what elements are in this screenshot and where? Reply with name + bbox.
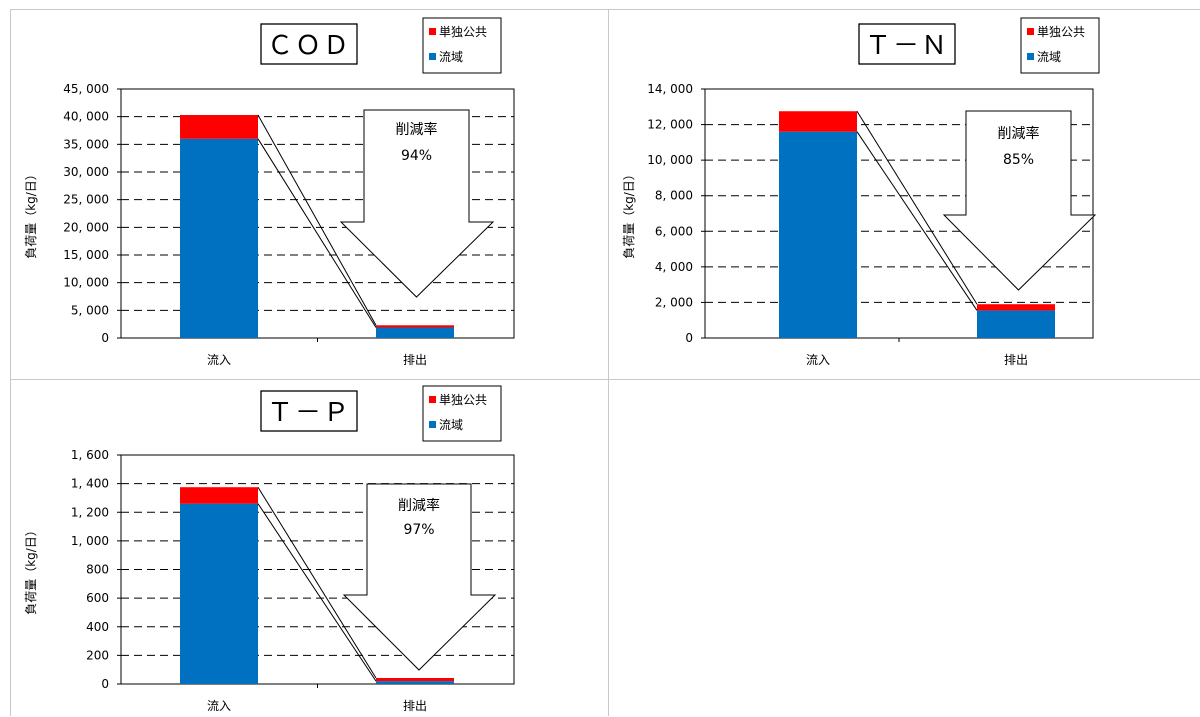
reduction-rate: 85% bbox=[1003, 152, 1034, 168]
reduction-arrow bbox=[942, 110, 1097, 291]
y-tick-label: 1, 400 bbox=[71, 477, 109, 491]
reduction-rate: 97% bbox=[403, 522, 434, 538]
y-tick-label: 4, 000 bbox=[655, 260, 693, 274]
y-tick-label: 5, 000 bbox=[71, 303, 109, 317]
chart-cod: 0 5, 000 10, 000 15, 000 20, 000 25, 000 30, 0… bbox=[24, 17, 515, 367]
y-tick-label: 45, 000 bbox=[63, 82, 109, 96]
y-tick-label: 15, 000 bbox=[63, 248, 109, 262]
legend-swatch-tandoku bbox=[429, 28, 436, 35]
y-tick-label: 1, 200 bbox=[71, 505, 109, 519]
bar-tandoku-0 bbox=[779, 111, 857, 132]
bar-tandoku-1 bbox=[977, 304, 1055, 311]
y-axis-label: 負荷量（kg/日） bbox=[622, 168, 636, 259]
legend-label-ryuiki: 流域 bbox=[439, 418, 463, 432]
chart-tp: 0 200 400 600 800 1, 000 1, 200 1, 400 1, 600 流入 排… bbox=[24, 385, 515, 713]
bar-ryuiki-1 bbox=[376, 681, 454, 684]
y-tick-label: 35, 000 bbox=[63, 137, 109, 151]
reduction-arrow bbox=[342, 483, 497, 671]
y-tick-label: 2, 000 bbox=[655, 295, 693, 309]
legend-swatch-ryuiki bbox=[1027, 53, 1034, 60]
y-tick-label: 1, 000 bbox=[71, 534, 109, 548]
bar-tandoku-0 bbox=[180, 115, 258, 139]
y-tick-label: 25, 000 bbox=[63, 193, 109, 207]
bar-ryuiki-0 bbox=[180, 138, 258, 338]
chart-title: Ｔ－Ｎ bbox=[865, 31, 949, 61]
y-tick-label: 1, 600 bbox=[71, 448, 109, 462]
legend-label-tandoku: 単独公共 bbox=[439, 393, 487, 407]
y-tick-label: 10, 000 bbox=[647, 153, 693, 167]
y-tick-label: 0 bbox=[685, 331, 693, 345]
bar-tandoku-1 bbox=[376, 325, 454, 328]
title-box bbox=[858, 23, 956, 65]
chart-cell-tn: 0 2, 000 4, 000 6, 000 8, 000 10, 000 12, 000 1… bbox=[609, 9, 1200, 379]
chart-title: Ｔ－Ｐ bbox=[267, 398, 351, 428]
x-category-label: 流入 bbox=[207, 353, 231, 367]
series-line-tandoku bbox=[257, 486, 377, 679]
reduction-label: 削減率 bbox=[396, 121, 438, 138]
y-axis-label: 負荷量（kg/日） bbox=[24, 524, 38, 615]
series-line-ryuiki bbox=[856, 131, 978, 311]
y-tick-label: 600 bbox=[86, 591, 109, 605]
y-tick-label: 800 bbox=[86, 563, 109, 577]
reduction-label: 削減率 bbox=[998, 125, 1040, 142]
legend bbox=[1020, 17, 1100, 74]
y-tick-label: 40, 000 bbox=[63, 110, 109, 124]
chart-cell-cod: 0 5, 000 10, 000 15, 000 20, 000 25, 000 30, 0… bbox=[10, 9, 609, 379]
bar-ryuiki-0 bbox=[180, 503, 258, 684]
y-tick-label: 8, 000 bbox=[655, 189, 693, 203]
chart-tn: 0 2, 000 4, 000 6, 000 8, 000 10, 000 12, 000 1… bbox=[622, 17, 1100, 367]
reduction-arrow bbox=[339, 109, 495, 298]
legend-swatch-ryuiki bbox=[429, 53, 436, 60]
legend-swatch-tandoku bbox=[1027, 28, 1034, 35]
series-line-tandoku bbox=[257, 114, 377, 326]
x-category-label: 排出 bbox=[403, 353, 427, 367]
y-tick-label: 10, 000 bbox=[63, 276, 109, 290]
legend-label-ryuiki: 流域 bbox=[1037, 50, 1061, 64]
title-box bbox=[260, 23, 358, 65]
y-tick-label: 200 bbox=[86, 648, 109, 662]
bar-ryuiki-1 bbox=[376, 327, 454, 338]
y-tick-label: 12, 000 bbox=[647, 118, 693, 132]
legend-swatch-tandoku bbox=[429, 396, 436, 403]
y-tick-label: 0 bbox=[101, 331, 109, 345]
x-category-label: 流入 bbox=[207, 699, 231, 713]
legend-label-ryuiki: 流域 bbox=[439, 50, 463, 64]
legend-label-tandoku: 単独公共 bbox=[439, 25, 487, 39]
series-line-tandoku bbox=[856, 110, 978, 305]
x-category-label: 流入 bbox=[806, 353, 830, 367]
x-category-label: 排出 bbox=[403, 699, 427, 713]
y-tick-label: 30, 000 bbox=[63, 165, 109, 179]
y-tick-label: 20, 000 bbox=[63, 220, 109, 234]
legend-label-tandoku: 単独公共 bbox=[1037, 25, 1085, 39]
y-tick-label: 400 bbox=[86, 620, 109, 634]
y-tick-label: 6, 000 bbox=[655, 224, 693, 238]
reduction-rate: 94% bbox=[401, 148, 432, 164]
reduction-label: 削減率 bbox=[398, 497, 440, 514]
bar-ryuiki-0 bbox=[779, 131, 857, 338]
bar-tandoku-1 bbox=[376, 677, 454, 682]
legend bbox=[422, 17, 502, 74]
y-axis-label: 負荷量（kg/日） bbox=[24, 168, 38, 259]
bar-ryuiki-1 bbox=[977, 310, 1055, 338]
bar-tandoku-0 bbox=[180, 487, 258, 504]
empty-cell bbox=[609, 379, 1200, 716]
series-line-ryuiki bbox=[257, 503, 377, 682]
x-category-label: 排出 bbox=[1004, 353, 1028, 367]
legend bbox=[422, 385, 502, 442]
series-line-ryuiki bbox=[257, 138, 377, 328]
chart-title: ＣＯＤ bbox=[267, 31, 351, 61]
chart-cell-tp: 0 200 400 600 800 1, 000 1, 200 1, 400 1, 600 流入 排… bbox=[10, 379, 609, 716]
y-tick-label: 14, 000 bbox=[647, 82, 693, 96]
y-tick-label: 0 bbox=[101, 677, 109, 691]
title-box bbox=[260, 390, 358, 432]
legend-swatch-ryuiki bbox=[429, 421, 436, 428]
